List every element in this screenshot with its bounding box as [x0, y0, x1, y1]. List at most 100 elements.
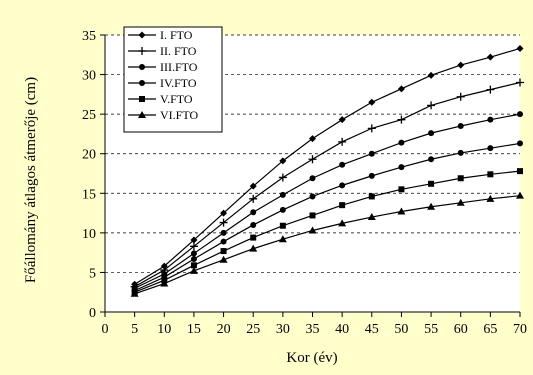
y-tick-labels: 0 5 10 15 20 25 30 35	[82, 29, 96, 321]
series-2	[130, 78, 524, 291]
x-tick-label-6: 30	[276, 322, 290, 337]
axes	[100, 34, 521, 317]
legend-item-1: I. FTO	[128, 28, 193, 42]
data-point-s2-5	[278, 173, 287, 182]
legend-item-5: V.FTO	[128, 92, 193, 106]
x-tick-labels: 0 5 10 15 20 25 30 35 40 45 50 55 60 65 70	[102, 322, 528, 337]
legend-item-6: VI.FTO	[128, 108, 198, 122]
data-point-s5-4	[250, 234, 257, 241]
data-point-s2-6	[308, 155, 317, 164]
legend-label-1: I. FTO	[160, 28, 193, 42]
x-tick-label-7: 35	[306, 322, 320, 337]
data-point-s3-7	[339, 161, 346, 168]
data-point-s1-6	[309, 135, 316, 143]
x-tick-label-8: 40	[335, 322, 349, 337]
series-line-6	[134, 195, 521, 295]
data-point-s6-9	[397, 207, 406, 215]
data-point-s5-13	[517, 168, 523, 175]
legend-label-4: IV.FTO	[160, 76, 197, 90]
legend-marker-4	[139, 80, 145, 86]
y-tick-label-4: 20	[82, 148, 96, 163]
data-point-s6-8	[367, 213, 376, 221]
data-point-s5-12	[487, 171, 494, 178]
data-point-s4-10	[428, 156, 435, 163]
series-line-5	[134, 170, 521, 293]
data-point-s5-11	[457, 175, 464, 182]
legend-marker-2	[138, 47, 146, 55]
data-point-s1-10	[427, 71, 435, 79]
data-point-s1-9	[397, 85, 405, 93]
legend-item-3: III.FTO	[128, 60, 198, 74]
legend-item-4: IV.FTO	[128, 76, 197, 90]
x-tick-label-1: 5	[131, 322, 138, 337]
series-layer	[130, 44, 524, 297]
data-point-s2-10	[427, 101, 436, 110]
data-point-s4-9	[398, 164, 405, 171]
data-point-s5-3	[220, 248, 227, 255]
data-point-s6-2	[189, 266, 198, 274]
data-point-s3-12	[487, 116, 494, 123]
data-point-s2-7	[338, 137, 347, 146]
x-axis-title: Kor (év)	[286, 350, 337, 366]
legend-label-2: II. FTO	[160, 44, 197, 58]
data-point-s2-3	[219, 218, 228, 227]
data-point-s6-6	[308, 226, 317, 234]
data-point-s4-3	[220, 238, 227, 245]
data-point-s1-12	[486, 53, 494, 61]
data-point-s6-12	[486, 194, 495, 202]
data-point-s2-8	[367, 124, 376, 133]
data-point-s5-10	[428, 180, 435, 187]
x-tick-label-0: 0	[102, 322, 109, 337]
data-point-s4-12	[487, 145, 494, 152]
x-tick-label-12: 60	[454, 322, 468, 337]
data-point-s5-9	[398, 186, 405, 193]
data-point-s1-11	[457, 61, 465, 69]
data-point-s1-2	[190, 236, 198, 244]
data-point-s4-11	[457, 149, 464, 156]
x-tick-label-3: 15	[187, 322, 201, 337]
data-point-s6-4	[249, 244, 258, 252]
data-point-s5-2	[190, 262, 197, 269]
data-point-s4-4	[250, 221, 257, 228]
data-point-s2-2	[189, 242, 198, 251]
x-tick-label-13: 65	[483, 322, 497, 337]
data-point-s2-9	[397, 115, 406, 124]
y-axis-title: Főállomány átlagos átmerője (cm)	[23, 77, 39, 283]
data-point-s1-4	[249, 182, 257, 190]
data-point-s3-4	[250, 209, 257, 216]
series-line-4	[134, 142, 521, 292]
data-point-s1-8	[368, 98, 376, 106]
y-tick-label-2: 10	[82, 227, 96, 242]
data-point-s5-8	[368, 193, 375, 200]
data-point-s3-8	[368, 150, 375, 157]
data-point-s2-4	[249, 194, 258, 203]
x-tick-label-11: 55	[424, 322, 438, 337]
data-point-s3-2	[190, 250, 197, 257]
data-point-s2-12	[486, 85, 495, 94]
y-tick-label-1: 5	[89, 266, 96, 281]
data-point-s6-11	[456, 198, 465, 206]
legend-label-6: VI.FTO	[160, 108, 198, 122]
legend-label-5: V.FTO	[160, 92, 193, 106]
x-tick-label-2: 10	[157, 322, 171, 337]
y-tick-label-5: 25	[82, 108, 96, 123]
data-point-s3-11	[457, 123, 464, 130]
data-point-s5-5	[279, 222, 286, 229]
legend-label-3: III.FTO	[160, 60, 198, 74]
data-point-s5-6	[309, 212, 316, 219]
data-point-s5-7	[339, 202, 346, 209]
legend-marker-6	[138, 111, 146, 118]
series-5	[131, 168, 523, 296]
data-point-s4-8	[368, 172, 375, 179]
data-point-s1-5	[279, 157, 287, 165]
data-point-s2-13	[516, 78, 524, 87]
data-point-s6-1	[160, 279, 169, 287]
data-point-s4-2	[190, 255, 197, 262]
x-tick-label-4: 20	[217, 322, 231, 337]
data-point-s2-11	[456, 92, 465, 101]
data-point-s3-3	[220, 229, 227, 236]
data-point-s4-5	[279, 206, 286, 213]
data-point-s3-6	[309, 175, 316, 182]
data-point-s1-13	[516, 44, 524, 52]
